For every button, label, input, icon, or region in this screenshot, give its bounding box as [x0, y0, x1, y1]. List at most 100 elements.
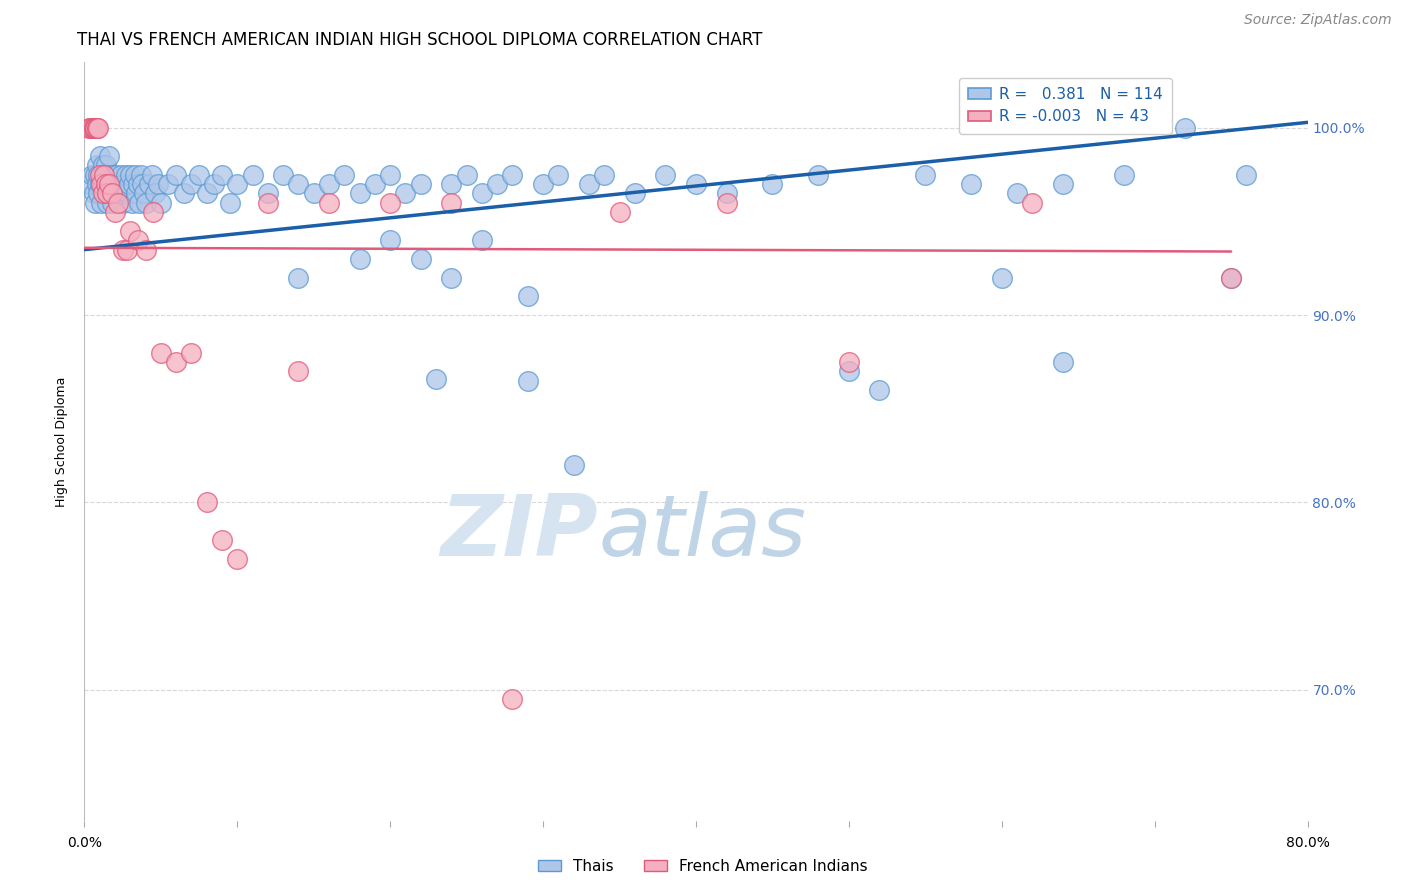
Point — [115, 243, 138, 257]
Text: Source: ZipAtlas.com: Source: ZipAtlas.com — [1244, 13, 1392, 28]
Point — [349, 252, 371, 266]
Point — [180, 177, 202, 191]
Point — [127, 177, 149, 191]
Point — [79, 177, 101, 191]
Point — [380, 195, 402, 210]
Point — [226, 177, 249, 191]
Point — [86, 177, 108, 191]
Point — [157, 177, 180, 191]
Point — [502, 168, 524, 182]
Point — [440, 270, 463, 285]
Point — [101, 177, 124, 191]
Point — [1220, 270, 1243, 285]
Point — [89, 177, 111, 191]
Point — [89, 168, 111, 182]
Point — [609, 205, 631, 219]
Point — [349, 186, 371, 201]
Point — [271, 168, 294, 182]
Point — [516, 289, 538, 303]
Legend: Thais, French American Indians: Thais, French American Indians — [531, 853, 875, 880]
Point — [1114, 168, 1136, 182]
Point — [79, 120, 101, 135]
Point — [111, 195, 134, 210]
Point — [86, 120, 108, 135]
Point — [211, 533, 233, 547]
Point — [143, 186, 166, 201]
Point — [138, 177, 160, 191]
Point — [1236, 168, 1258, 182]
Point — [624, 186, 647, 201]
Text: THAI VS FRENCH AMERICAN INDIAN HIGH SCHOOL DIPLOMA CORRELATION CHART: THAI VS FRENCH AMERICAN INDIAN HIGH SCHO… — [77, 31, 762, 49]
Point — [516, 374, 538, 388]
Point — [202, 177, 225, 191]
Point — [257, 186, 280, 201]
Point — [287, 270, 309, 285]
Legend: R =   0.381   N = 114, R = -0.003   N = 43: R = 0.381 N = 114, R = -0.003 N = 43 — [959, 78, 1171, 134]
Point — [87, 186, 110, 201]
Point — [142, 205, 165, 219]
Point — [86, 120, 108, 135]
Point — [115, 186, 138, 201]
Point — [838, 364, 860, 378]
Point — [84, 120, 107, 135]
Text: ZIP: ZIP — [440, 491, 598, 574]
Point — [120, 224, 142, 238]
Point — [838, 355, 860, 369]
Point — [287, 177, 309, 191]
Y-axis label: High School Diploma: High School Diploma — [55, 376, 69, 507]
Point — [149, 345, 172, 359]
Point — [914, 168, 936, 182]
Point — [101, 186, 124, 201]
Point — [716, 186, 738, 201]
Point — [188, 168, 211, 182]
Point — [87, 168, 110, 182]
Point — [107, 186, 129, 201]
Point — [141, 168, 163, 182]
Point — [991, 270, 1014, 285]
Point — [471, 186, 494, 201]
Point — [218, 195, 240, 210]
Point — [1052, 355, 1074, 369]
Point — [146, 177, 169, 191]
Point — [104, 205, 127, 219]
Point — [84, 168, 107, 182]
Point — [98, 168, 121, 182]
Point — [1052, 177, 1074, 191]
Point — [364, 177, 387, 191]
Point — [380, 168, 402, 182]
Point — [110, 168, 132, 182]
Point — [195, 186, 218, 201]
Point — [132, 186, 155, 201]
Point — [318, 195, 340, 210]
Point — [80, 120, 103, 135]
Point — [118, 177, 141, 191]
Point — [180, 345, 202, 359]
Point — [531, 177, 554, 191]
Point — [83, 120, 105, 135]
Point — [97, 149, 120, 163]
Point — [287, 364, 309, 378]
Point — [1005, 186, 1028, 201]
Point — [90, 177, 112, 191]
Point — [108, 177, 131, 191]
Point — [578, 177, 600, 191]
Point — [761, 177, 783, 191]
Point — [90, 195, 112, 210]
Point — [96, 195, 118, 210]
Point — [1220, 270, 1243, 285]
Point — [114, 168, 136, 182]
Point — [91, 186, 114, 201]
Point — [562, 458, 585, 472]
Point — [83, 186, 105, 201]
Point — [86, 158, 108, 172]
Point — [471, 233, 494, 247]
Point — [135, 195, 157, 210]
Point — [87, 120, 110, 135]
Point — [98, 186, 121, 201]
Point — [302, 186, 325, 201]
Point — [83, 120, 105, 135]
Point — [807, 168, 830, 182]
Point — [91, 158, 114, 172]
Point — [486, 177, 509, 191]
Point — [121, 195, 143, 210]
